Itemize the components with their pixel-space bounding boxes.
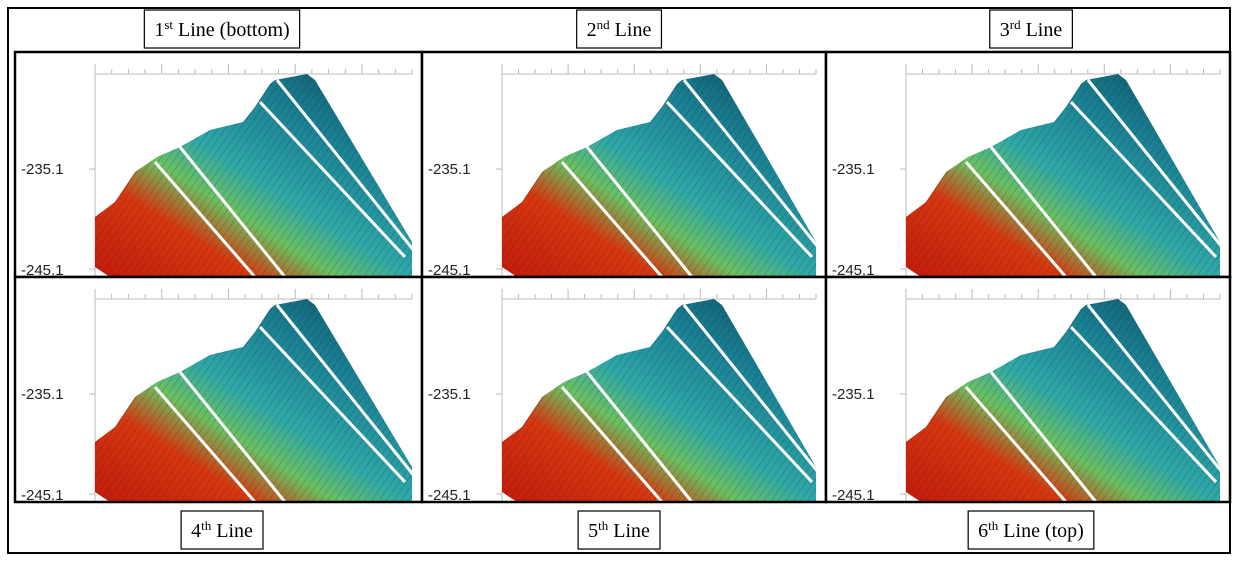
label-number: 4 bbox=[191, 520, 201, 542]
label-rest: Line bbox=[211, 520, 253, 542]
y-label: -245.1 bbox=[21, 487, 64, 504]
swath-seam bbox=[989, 371, 1098, 503]
label-number: 3 bbox=[1000, 19, 1010, 41]
swath-seam bbox=[989, 146, 1098, 278]
swath-seam bbox=[682, 79, 824, 253]
label-rest: Line bbox=[610, 19, 652, 41]
swath-seam bbox=[258, 100, 407, 259]
panel-label: 2nd Line bbox=[576, 9, 663, 49]
label-text: 4th Line bbox=[191, 518, 253, 543]
swath-seam bbox=[1069, 325, 1218, 484]
swath-seam bbox=[275, 304, 417, 478]
y-label: -235.1 bbox=[21, 386, 64, 403]
sonar-texture bbox=[906, 74, 1220, 277]
y-label: -235.1 bbox=[832, 386, 875, 403]
swath-seam bbox=[585, 371, 694, 503]
label-rest: Line (top) bbox=[998, 520, 1084, 542]
y-label: -245.1 bbox=[428, 262, 471, 279]
label-rest: Line (bottom) bbox=[173, 19, 290, 41]
swath-seam bbox=[258, 325, 407, 484]
y-label: -235.1 bbox=[428, 386, 471, 403]
swath-seam bbox=[1086, 79, 1228, 253]
panel: -235.1 -245.1 bbox=[824, 275, 1232, 504]
y-label: -235.1 bbox=[21, 161, 64, 178]
label-suffix: th bbox=[201, 518, 212, 533]
panel-label: 6th Line (top) bbox=[967, 510, 1095, 550]
label-box bbox=[577, 510, 661, 550]
label-rest: Line bbox=[608, 520, 650, 542]
y-label: -245.1 bbox=[832, 487, 875, 504]
swath-seam bbox=[1086, 304, 1228, 478]
panel-label: 4th Line bbox=[180, 510, 264, 550]
y-label: -235.1 bbox=[428, 161, 471, 178]
label-text: 1st Line (bottom) bbox=[154, 17, 289, 42]
panel: -235.1 -245.1 bbox=[824, 50, 1232, 279]
panel-label: 5th Line bbox=[577, 510, 661, 550]
label-box bbox=[180, 510, 264, 550]
label-text: 5th Line bbox=[588, 518, 650, 543]
swath-seam bbox=[585, 146, 694, 278]
swath-seam bbox=[964, 386, 1068, 503]
label-box bbox=[967, 510, 1095, 550]
swath-seam bbox=[560, 386, 664, 503]
label-box bbox=[576, 9, 663, 49]
label-suffix: nd bbox=[597, 17, 611, 32]
y-label: -245.1 bbox=[428, 487, 471, 504]
label-number: 6 bbox=[978, 520, 988, 542]
panel: -235.1 -245.1 bbox=[13, 275, 424, 504]
swath-seam bbox=[153, 161, 257, 278]
sonar-texture bbox=[906, 299, 1220, 502]
swath-seam bbox=[153, 386, 257, 503]
swath-seam bbox=[665, 325, 814, 484]
label-text: 6th Line (top) bbox=[978, 518, 1084, 543]
label-box bbox=[989, 9, 1073, 49]
panel: -235.1 -245.1 bbox=[13, 50, 424, 279]
swath-seam bbox=[964, 161, 1068, 278]
label-suffix: th bbox=[598, 518, 609, 533]
label-number: 1 bbox=[154, 19, 164, 41]
label-suffix: th bbox=[988, 518, 999, 533]
y-label: -245.1 bbox=[21, 262, 64, 279]
y-label: -235.1 bbox=[832, 161, 875, 178]
label-rest: Line bbox=[1021, 19, 1063, 41]
panel-label: 3rd Line bbox=[989, 9, 1073, 49]
swath-seam bbox=[178, 146, 287, 278]
sonar-texture bbox=[502, 74, 816, 277]
label-text: 2nd Line bbox=[587, 17, 652, 42]
label-suffix: rd bbox=[1010, 17, 1021, 32]
sonar-texture bbox=[502, 299, 816, 502]
panel: -235.1 -245.1 bbox=[420, 50, 828, 279]
panel-label: 1st Line (bottom) bbox=[143, 9, 301, 49]
swath-seam bbox=[178, 371, 287, 503]
swath-seam bbox=[682, 304, 824, 478]
label-text: 3rd Line bbox=[1000, 17, 1063, 42]
label-number: 5 bbox=[588, 520, 598, 542]
panel: -235.1 -245.1 bbox=[420, 275, 828, 504]
swath-seam bbox=[560, 161, 664, 278]
swath-seam bbox=[665, 100, 814, 259]
y-label: -245.1 bbox=[832, 262, 875, 279]
swath-seam bbox=[1069, 100, 1218, 259]
sonar-texture bbox=[95, 74, 412, 277]
panel-border bbox=[824, 275, 1232, 504]
label-number: 2 bbox=[587, 19, 597, 41]
label-suffix: st bbox=[164, 17, 173, 32]
sonar-texture bbox=[95, 299, 412, 502]
swath-seam bbox=[275, 79, 417, 253]
label-box bbox=[143, 9, 301, 49]
